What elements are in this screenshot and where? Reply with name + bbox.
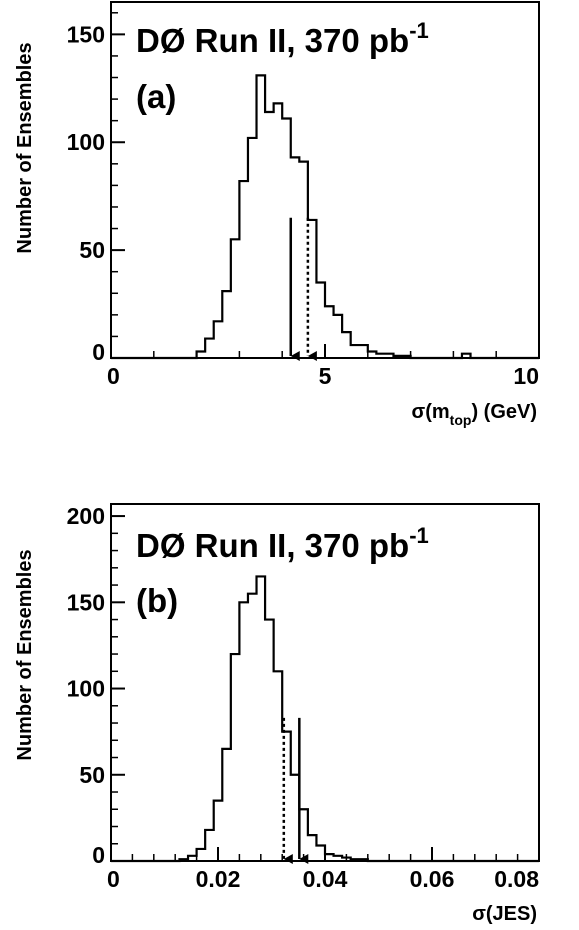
panel-b-markers	[282, 717, 309, 864]
panel-b-histogram	[111, 575, 539, 863]
panel-b: Number of Ensembles 0 0.02 0.04 0.06 0.08 0 50…	[14, 503, 540, 925]
panel-b-title: DØ Run II, 370 pb-1	[136, 523, 429, 564]
panel-b-ylabel: Number of Ensembles	[14, 549, 36, 760]
panel-a-label: (a)	[136, 78, 176, 115]
histogram-series	[111, 575, 539, 863]
y-tick-label: 0	[92, 842, 105, 868]
x-tick-label: 0.04	[303, 866, 348, 892]
histogram-series	[111, 74, 539, 360]
x-tick-label: 0.02	[196, 866, 241, 892]
x-tick-label: 0.08	[494, 866, 539, 892]
x-tick-label: 0.06	[410, 866, 455, 892]
y-tick-label: 0	[92, 339, 105, 365]
panel-b-xlabel: σ(JES)	[472, 903, 537, 925]
x-tick-label: 0	[107, 866, 120, 892]
y-tick-label: 50	[79, 762, 105, 788]
panel-a-title: DØ Run II, 370 pb-1	[136, 18, 429, 59]
y-tick-label: 200	[67, 503, 105, 529]
panel-a-histogram	[111, 74, 539, 360]
y-tick-label: 50	[79, 237, 105, 263]
x-tick-label: 0	[107, 363, 120, 389]
panel-a-xlabel: σ(mtop) (GeV)	[412, 401, 537, 428]
panel-a-ylabel: Number of Ensembles	[14, 42, 36, 253]
y-tick-label: 150	[67, 589, 105, 615]
panel-b-ticks: 0 0.02 0.04 0.06 0.08 0 50 100 150 200	[67, 503, 540, 892]
panel-b-label: (b)	[136, 582, 178, 619]
x-tick-label: 5	[319, 363, 332, 389]
y-tick-label: 150	[67, 21, 105, 47]
panel-a-markers	[289, 217, 317, 361]
y-tick-label: 100	[67, 676, 105, 702]
x-tick-label: 10	[513, 363, 539, 389]
y-tick-label: 100	[67, 129, 105, 155]
